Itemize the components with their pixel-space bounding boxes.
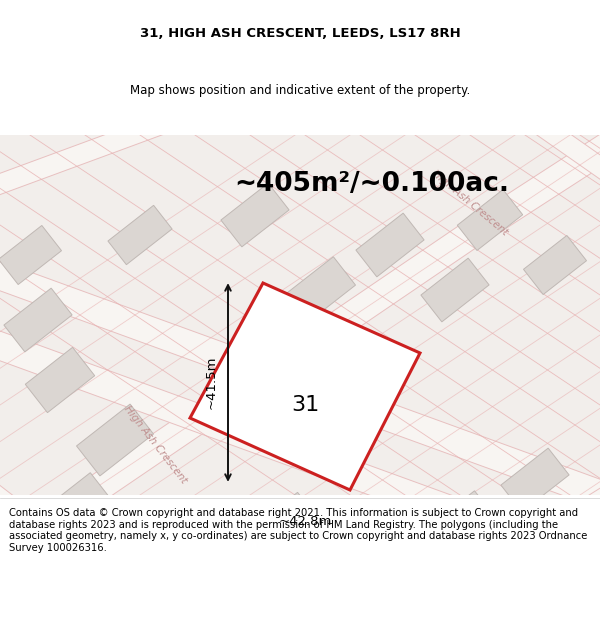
Polygon shape — [161, 523, 229, 587]
Polygon shape — [463, 113, 600, 247]
Polygon shape — [0, 393, 228, 587]
Polygon shape — [343, 531, 416, 599]
Polygon shape — [501, 448, 569, 512]
Polygon shape — [284, 257, 356, 323]
Text: High Ash Crescent: High Ash Crescent — [430, 168, 510, 238]
Polygon shape — [356, 213, 424, 277]
Polygon shape — [421, 258, 489, 322]
Text: 31, HIGH ASH CRESCENT, LEEDS, LS17 8RH: 31, HIGH ASH CRESCENT, LEEDS, LS17 8RH — [140, 27, 460, 40]
Text: ~42.8m: ~42.8m — [278, 515, 332, 528]
Polygon shape — [77, 404, 154, 476]
Polygon shape — [4, 288, 72, 352]
Polygon shape — [35, 472, 115, 548]
Polygon shape — [424, 491, 497, 559]
Text: High Ash Crescent: High Ash Crescent — [122, 404, 188, 486]
Polygon shape — [212, 223, 478, 417]
Polygon shape — [457, 189, 523, 251]
Text: ~41.5m: ~41.5m — [205, 356, 218, 409]
Polygon shape — [475, 466, 600, 584]
Polygon shape — [0, 226, 62, 284]
Text: ~405m²/~0.100ac.: ~405m²/~0.100ac. — [235, 171, 509, 197]
Polygon shape — [25, 348, 95, 413]
Polygon shape — [523, 236, 587, 294]
Text: 31: 31 — [291, 395, 319, 415]
Text: Contains OS data © Crown copyright and database right 2021. This information is : Contains OS data © Crown copyright and d… — [9, 508, 587, 552]
Polygon shape — [0, 467, 106, 583]
Polygon shape — [250, 492, 320, 558]
Text: Map shows position and indicative extent of the property.: Map shows position and indicative extent… — [130, 84, 470, 97]
Polygon shape — [0, 116, 163, 204]
Polygon shape — [0, 322, 600, 588]
Polygon shape — [0, 252, 600, 518]
Polygon shape — [190, 283, 420, 490]
Polygon shape — [532, 519, 598, 581]
Polygon shape — [221, 183, 289, 247]
Polygon shape — [534, 117, 600, 203]
Polygon shape — [108, 206, 172, 264]
